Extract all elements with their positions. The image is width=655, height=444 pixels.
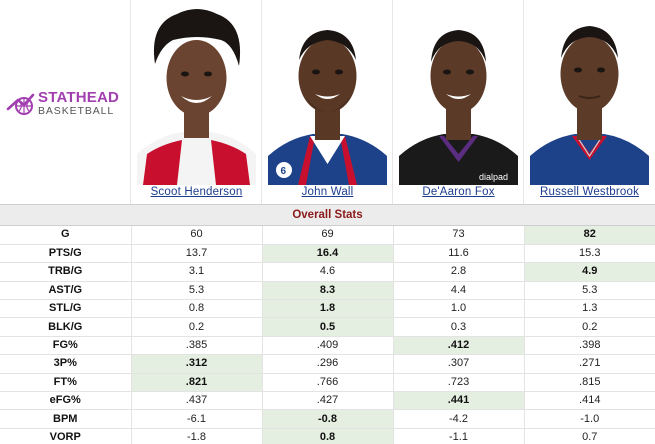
stat-value-leader: 0.8 [262, 428, 394, 444]
stat-label: BPM [0, 409, 132, 429]
stat-row: VORP -1.8 0.8 -1.1 0.7 [0, 428, 655, 444]
stat-value: 3.1 [131, 262, 263, 282]
stat-value: 0.8 [131, 299, 263, 319]
stat-value: 5.3 [524, 281, 655, 301]
player-headshot-icon: dialpad [399, 4, 518, 185]
stat-label: PTS/G [0, 244, 132, 264]
player-column-1: Scoot Henderson [131, 0, 262, 204]
stathead-basketball-icon [6, 93, 35, 116]
svg-text:dialpad: dialpad [479, 172, 508, 182]
stat-label: TRB/G [0, 262, 132, 282]
stat-row: BLK/G 0.2 0.5 0.3 0.2 [0, 317, 655, 337]
stathead-logo[interactable]: STATHEAD BASKETBALL [6, 90, 119, 117]
logo-brand-bottom: BASKETBALL [38, 105, 115, 117]
player-name-link[interactable]: John Wall [301, 186, 354, 198]
player-headshot-icon [137, 4, 256, 185]
stat-label: VORP [0, 428, 132, 444]
stat-row: TRB/G 3.1 4.6 2.8 4.9 [0, 262, 655, 282]
stat-value: -6.1 [131, 409, 263, 429]
stat-value: 69 [262, 226, 394, 245]
player-column-4: Russell Westbrook [524, 0, 655, 204]
stat-value: .723 [393, 373, 525, 393]
logo-cell: STATHEAD BASKETBALL [0, 0, 131, 204]
player-photo-3: dialpad [399, 4, 518, 185]
stat-value: .766 [262, 373, 394, 393]
stat-value: .437 [131, 391, 263, 411]
stat-value: .271 [524, 354, 655, 374]
stat-row: PTS/G 13.7 16.4 11.6 15.3 [0, 244, 655, 264]
stat-value: 60 [131, 226, 263, 245]
player-photo-2: 6 [268, 4, 387, 185]
stat-value: -1.1 [393, 428, 525, 444]
stat-value-leader: 4.9 [524, 262, 655, 282]
stat-row: G 60 69 73 82 [0, 226, 655, 245]
stat-value: 11.6 [393, 244, 525, 264]
stat-value: .398 [524, 336, 655, 356]
player-column-3: dialpad De'Aaron Fox [393, 0, 524, 204]
stats-table: G 60 69 73 82 PTS/G 13.7 16.4 11.6 15.3 TRB/G 3.1 4.… [0, 226, 655, 444]
stat-row: FG% .385.409.412.398 [0, 336, 655, 356]
stat-value: .385 [131, 336, 263, 356]
stat-value-leader: 8.3 [262, 281, 394, 301]
stat-value-leader: .441 [393, 391, 525, 411]
stat-value: 15.3 [524, 244, 655, 264]
stat-row: AST/G 5.3 8.3 4.4 5.3 [0, 281, 655, 301]
stat-value-leader: .312 [131, 354, 263, 374]
section-title: Overall Stats [0, 204, 655, 226]
stat-row: eFG% .437.427.441.414 [0, 391, 655, 411]
stat-value: 1.3 [524, 299, 655, 319]
player-headshot-icon [530, 4, 649, 185]
player-name-link[interactable]: Scoot Henderson [150, 186, 243, 198]
stat-value: -1.0 [524, 409, 655, 429]
stat-value: .815 [524, 373, 655, 393]
stat-value: .296 [262, 354, 394, 374]
player-photo-1 [137, 4, 256, 185]
stat-value: .427 [262, 391, 394, 411]
stat-value-leader: 0.5 [262, 317, 394, 337]
stat-label: STL/G [0, 299, 132, 319]
player-name-link[interactable]: Russell Westbrook [539, 186, 640, 198]
stat-value: .307 [393, 354, 525, 374]
svg-text:6: 6 [281, 166, 287, 177]
stat-value-leader: .821 [131, 373, 263, 393]
player-headshot-icon: 6 [268, 4, 387, 185]
stat-value: 0.2 [524, 317, 655, 337]
stat-value: 4.4 [393, 281, 525, 301]
stat-value: .414 [524, 391, 655, 411]
stat-value: -1.8 [131, 428, 263, 444]
player-photo-4 [530, 4, 649, 185]
stat-row: 3P% .312.296.307.271 [0, 354, 655, 374]
stat-value: 4.6 [262, 262, 394, 282]
players-header: STATHEAD BASKETBALL [0, 0, 655, 204]
stat-value-leader: 1.8 [262, 299, 394, 319]
stat-row: STL/G 0.8 1.8 1.0 1.3 [0, 299, 655, 319]
stat-row: BPM -6.1 -0.8 -4.2 -1.0 [0, 409, 655, 429]
stat-value: 1.0 [393, 299, 525, 319]
stat-value: 0.2 [131, 317, 263, 337]
stat-label: eFG% [0, 391, 132, 411]
stat-value-leader: -0.8 [262, 409, 394, 429]
stat-label: AST/G [0, 281, 132, 301]
stat-value-leader: 82 [524, 226, 655, 245]
stat-value: 0.3 [393, 317, 525, 337]
stat-label: G [0, 226, 132, 245]
stat-label: BLK/G [0, 317, 132, 337]
stat-value: .409 [262, 336, 394, 356]
stat-value: 5.3 [131, 281, 263, 301]
stat-value-leader: .412 [393, 336, 525, 356]
stat-label: FT% [0, 373, 132, 393]
stat-value: 13.7 [131, 244, 263, 264]
stat-label: FG% [0, 336, 132, 356]
stat-row: FT% .821.766.723.815 [0, 373, 655, 393]
stat-value: 0.7 [524, 428, 655, 444]
stat-label: 3P% [0, 354, 132, 374]
player-name-link[interactable]: De'Aaron Fox [422, 186, 495, 198]
stat-value-leader: 16.4 [262, 244, 394, 264]
stat-value: 73 [393, 226, 525, 245]
player-column-2: 6 John Wall [262, 0, 393, 204]
stat-value: 2.8 [393, 262, 525, 282]
stat-value: -4.2 [393, 409, 525, 429]
logo-brand-top: STATHEAD [38, 89, 120, 106]
